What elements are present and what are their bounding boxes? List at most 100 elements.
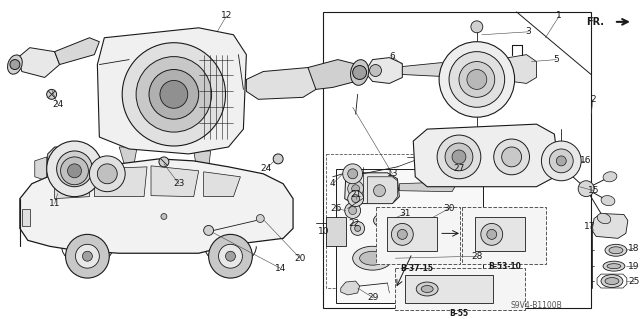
Ellipse shape [360,251,385,265]
Bar [376,207,460,264]
Ellipse shape [353,246,392,270]
Circle shape [161,213,167,219]
Circle shape [149,70,198,119]
Ellipse shape [601,275,623,287]
Bar [326,217,346,246]
Circle shape [47,89,56,99]
Circle shape [68,164,81,178]
Circle shape [209,234,252,278]
Polygon shape [20,159,293,253]
Bar [415,212,437,230]
Circle shape [10,60,20,70]
Circle shape [97,164,117,184]
Circle shape [345,203,360,219]
Text: 2: 2 [590,95,596,104]
Polygon shape [592,213,628,238]
Circle shape [351,195,360,203]
Ellipse shape [416,282,438,296]
Circle shape [471,21,483,33]
Circle shape [578,181,594,197]
Polygon shape [399,182,455,192]
Polygon shape [35,157,47,181]
Polygon shape [413,124,558,187]
Ellipse shape [378,217,396,225]
Ellipse shape [603,261,625,271]
Text: 4: 4 [330,179,335,188]
Polygon shape [151,166,198,197]
Text: 23: 23 [173,179,184,188]
Text: 18: 18 [628,244,639,253]
Text: FR.: FR. [586,17,604,27]
Circle shape [76,244,99,268]
Text: B-53-10: B-53-10 [488,262,521,271]
Ellipse shape [601,196,615,206]
Text: B-55: B-55 [449,309,468,318]
Circle shape [256,214,264,222]
Text: 6: 6 [390,52,396,61]
Circle shape [56,151,92,187]
Text: 22: 22 [348,219,359,228]
Text: 25: 25 [628,277,639,286]
Polygon shape [54,171,90,199]
Text: 3: 3 [525,27,531,36]
Circle shape [204,226,214,235]
Text: 26: 26 [330,204,342,213]
Text: 13: 13 [387,169,398,178]
Circle shape [502,147,522,167]
Bar [396,268,525,310]
Circle shape [493,139,529,175]
Polygon shape [345,173,399,204]
Text: 14: 14 [275,263,286,273]
Ellipse shape [605,278,619,285]
Ellipse shape [605,244,627,256]
Text: 29: 29 [368,293,380,302]
Ellipse shape [374,212,401,228]
Polygon shape [97,28,246,154]
Circle shape [159,157,169,167]
Circle shape [392,223,413,245]
Circle shape [355,226,360,231]
Circle shape [452,150,466,164]
Text: B-37-15: B-37-15 [401,263,434,273]
Circle shape [90,156,125,192]
Circle shape [273,154,283,164]
Ellipse shape [603,172,617,182]
Bar [326,154,480,288]
Polygon shape [194,151,211,169]
Bar [323,12,591,308]
Text: 28: 28 [471,252,483,261]
Circle shape [61,157,88,185]
Polygon shape [367,177,397,204]
Polygon shape [340,281,360,295]
Circle shape [353,65,367,79]
Polygon shape [403,63,445,77]
Bar [405,275,493,303]
Circle shape [374,185,385,197]
Circle shape [445,143,473,171]
Bar [336,169,483,303]
Circle shape [459,62,495,97]
Circle shape [348,191,364,207]
Text: 10: 10 [318,227,330,236]
Text: 12: 12 [221,11,232,20]
Text: 27: 27 [453,164,465,173]
Polygon shape [54,38,99,64]
Ellipse shape [597,213,611,224]
Bar [22,209,30,226]
Bar [462,207,547,264]
Text: 16: 16 [580,156,592,165]
Polygon shape [94,167,147,197]
Circle shape [487,229,497,239]
Circle shape [65,234,109,278]
Circle shape [122,43,225,146]
Circle shape [351,185,360,193]
Circle shape [541,141,581,181]
Circle shape [160,80,188,108]
Circle shape [481,223,502,245]
Polygon shape [308,60,358,89]
Circle shape [369,64,381,77]
Circle shape [348,169,358,179]
Circle shape [348,181,364,197]
Circle shape [549,149,573,173]
Polygon shape [497,55,536,84]
